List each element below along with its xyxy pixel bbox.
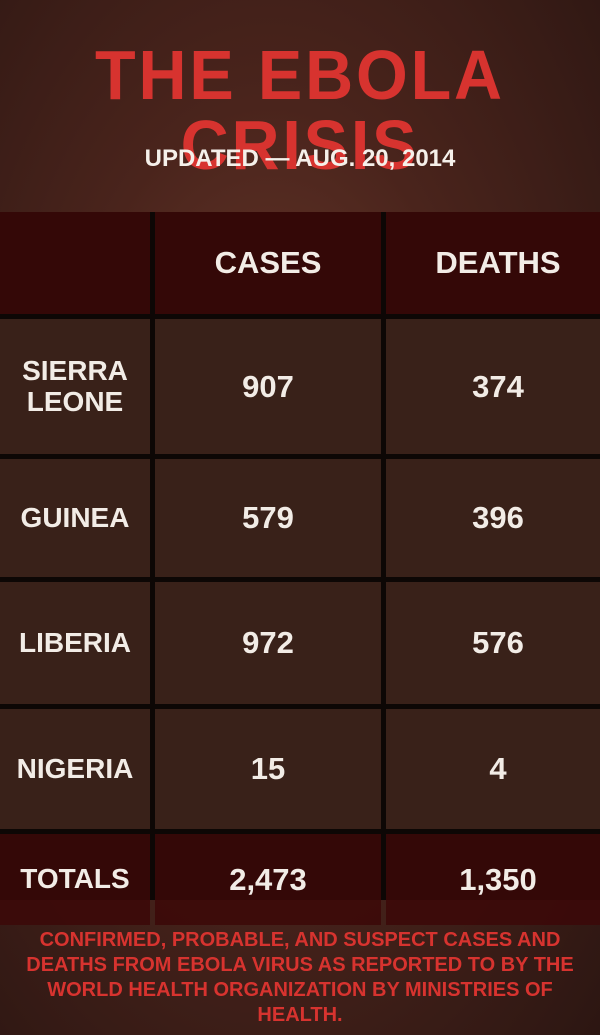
total-cell: 1,350: [386, 834, 600, 925]
row-label: SIERRA LEONE: [0, 319, 150, 454]
table: CASES DEATHS SIERRA LEONE 907 374 GUINEA 579 39…: [0, 212, 600, 925]
row-label: NIGERIA: [0, 709, 150, 829]
table-cell: 972: [155, 582, 381, 704]
footer-note: CONFIRMED, PROBABLE, AND SUSPECT CASES A…: [26, 929, 574, 1026]
table-cell: 396: [386, 459, 600, 577]
subtitle: UPDATED — AUG. 20, 2014: [144, 145, 456, 172]
table-cell: 579: [155, 459, 381, 577]
table-cell: 4: [386, 709, 600, 829]
totals-label: TOTALS: [0, 834, 150, 925]
title: THE EBOLA CRISIS: [95, 36, 505, 184]
table-cell: 15: [155, 709, 381, 829]
header-cell: [0, 212, 150, 314]
table-cell: 907: [155, 319, 381, 454]
row-label: LIBERIA: [0, 582, 150, 704]
table-cell: 374: [386, 319, 600, 454]
table-cell: 576: [386, 582, 600, 704]
total-cell: 2,473: [155, 834, 381, 925]
row-label: GUINEA: [0, 459, 150, 577]
column-header: CASES: [155, 212, 381, 314]
column-header: DEATHS: [386, 212, 600, 314]
